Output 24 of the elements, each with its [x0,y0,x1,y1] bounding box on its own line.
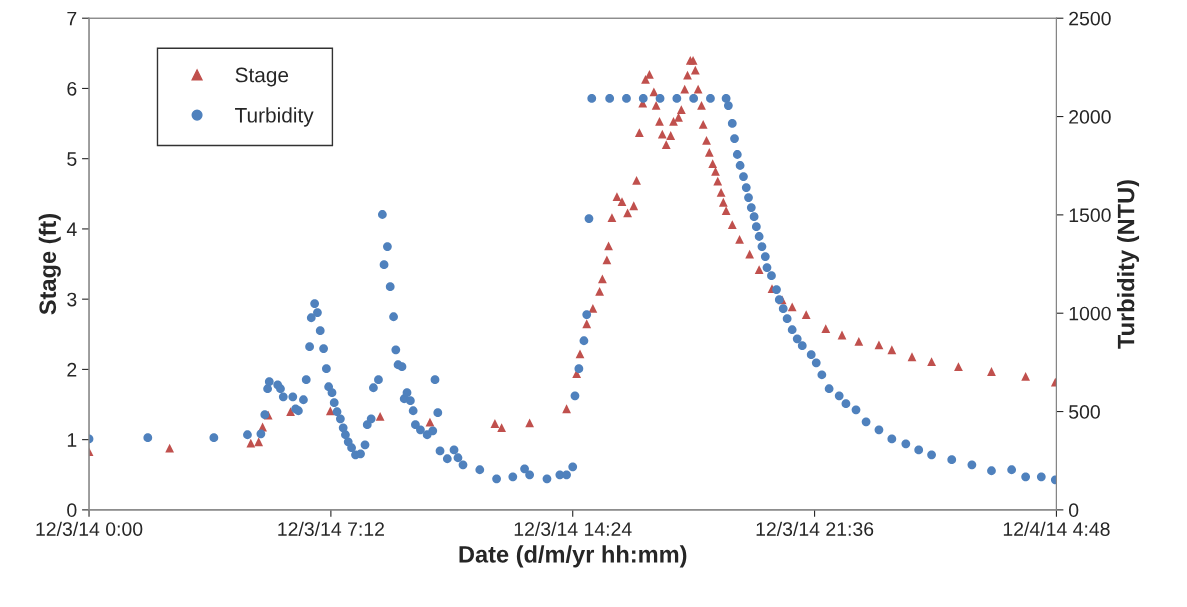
y-axis-title: Stage (ft) [38,214,61,315]
x-tick-label: 12/3/14 21:36 [756,521,874,536]
x-axis-title: Date (d/m/yr hh:mm) [459,545,687,568]
x-tick-label: 12/4/14 4:48 [1003,521,1110,536]
y2-tick-label: 2500 [1069,11,1111,26]
y-tick-label: 1 [67,433,77,447]
legend-label: Stage [235,67,289,87]
x-tick-label: 12/3/14 7:12 [278,521,384,536]
x-tick-label: 12/3/14 0:00 [36,521,143,536]
y-tick-label: 2 [67,362,77,377]
y-tick-label: 6 [67,81,77,96]
y-tick-label: 5 [67,152,77,166]
y2-axis-title: Turbidity (NTU) [1117,180,1140,349]
y-tick-label: 0 [67,503,77,518]
y-tick-label: 3 [67,292,77,307]
legend-label: Turbidity [235,107,314,127]
y2-tick-label: 500 [1069,405,1100,419]
y-tick-label: 4 [66,222,77,236]
y-tick-label: 7 [67,11,77,26]
y2-tick-label: 0 [1068,503,1079,518]
x-tick-label: 12/3/14 14:24 [514,521,632,536]
y2-tick-label: 2000 [1069,110,1111,124]
y2-tick-label: 1500 [1069,208,1111,223]
y2-tick-label: 1000 [1069,306,1111,321]
